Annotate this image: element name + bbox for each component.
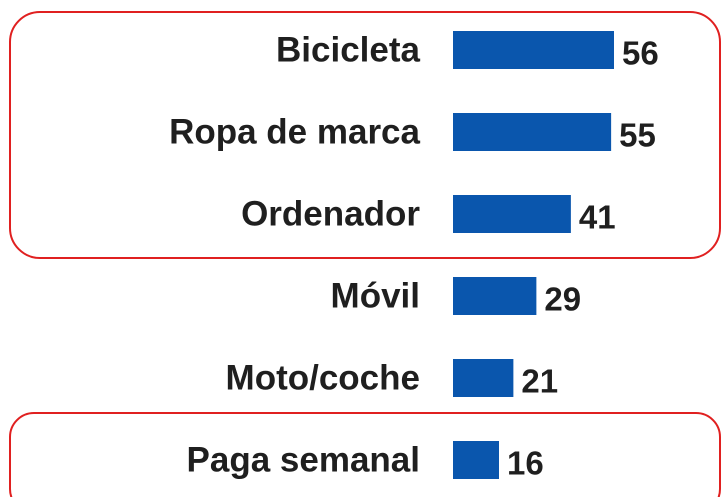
bar — [453, 441, 499, 479]
value-label: 21 — [521, 363, 558, 400]
value-label: 41 — [579, 199, 616, 236]
category-label: Ropa de marca — [169, 112, 420, 151]
bar — [453, 195, 571, 233]
bar — [453, 31, 614, 69]
highlight-box — [9, 412, 721, 497]
category-label: Ordenador — [241, 194, 420, 233]
value-label: 56 — [622, 35, 659, 72]
bar — [453, 359, 514, 397]
category-label: Móvil — [331, 276, 420, 315]
highlight-box — [9, 11, 721, 259]
value-label: 29 — [544, 281, 581, 318]
category-label: Moto/coche — [226, 358, 420, 397]
value-label: 16 — [507, 445, 544, 482]
category-label: Bicicleta — [276, 30, 420, 69]
bar — [453, 113, 612, 151]
bar — [453, 277, 537, 315]
category-label: Paga semanal — [187, 440, 420, 479]
value-label: 55 — [619, 117, 656, 154]
